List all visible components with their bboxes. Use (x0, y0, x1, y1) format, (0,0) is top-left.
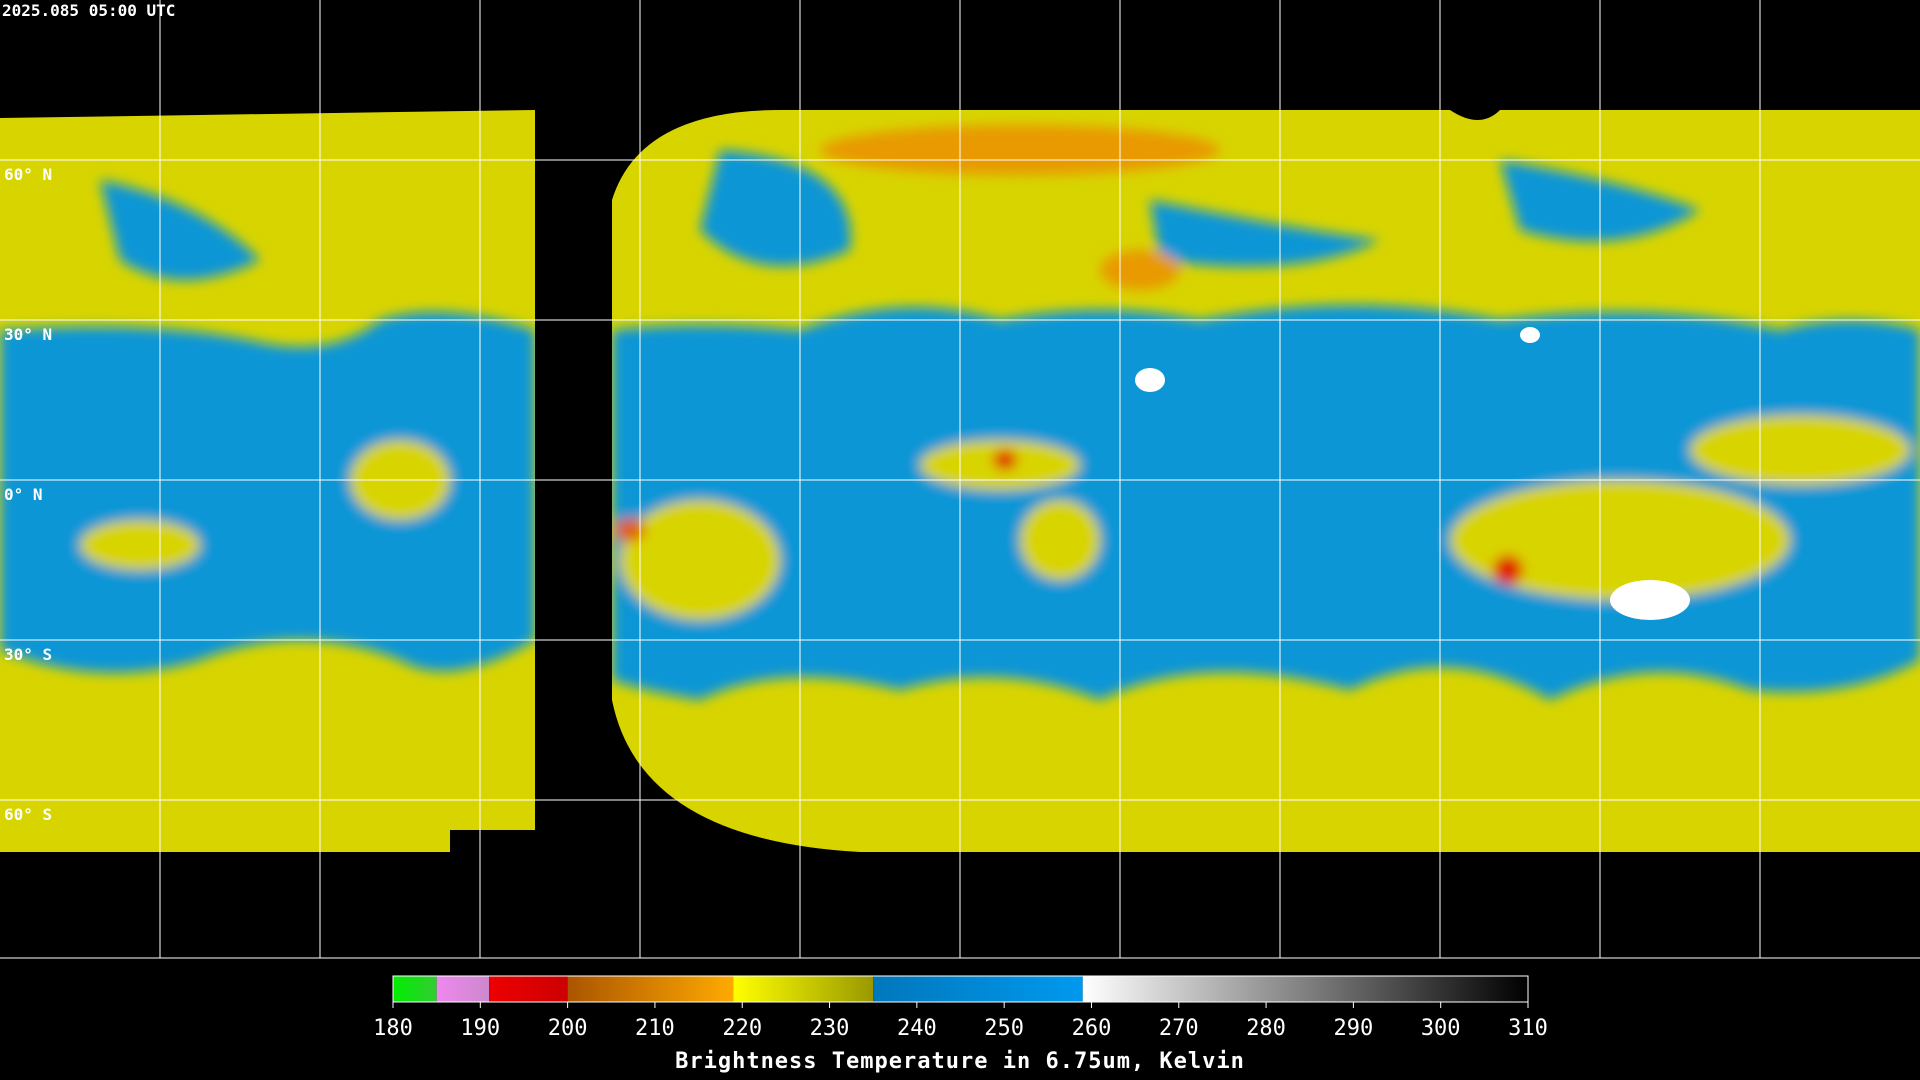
colorbar-segment (733, 976, 874, 1002)
cold-cloud (820, 125, 1220, 175)
colorbar-segment (489, 976, 568, 1002)
storm (993, 450, 1017, 470)
cold-cloud (1100, 250, 1180, 290)
colorbar-tick-label: 250 (984, 1016, 1024, 1041)
warm-spot (1610, 580, 1690, 620)
cloud (1450, 480, 1790, 600)
colorbar-tick-label: 310 (1508, 1016, 1548, 1041)
dry-patch (1150, 200, 1380, 267)
timestamp: 2025.085 05:00 UTC (2, 1, 175, 20)
colorbar-tick-label: 190 (460, 1016, 500, 1041)
cloud (1690, 415, 1910, 485)
colorbar-tick-label: 270 (1159, 1016, 1199, 1041)
colorbar-segment (567, 976, 734, 1002)
colorbar-tick-label: 290 (1334, 1016, 1374, 1041)
colorbar-tick-label: 210 (635, 1016, 675, 1041)
lat-label: 60° S (4, 805, 52, 824)
warm-spot (1135, 368, 1165, 392)
graticule (0, 0, 1920, 959)
colorbar-segment (1082, 976, 1528, 1002)
colorbar-tick-label: 280 (1246, 1016, 1286, 1041)
dry-band-west (0, 312, 535, 673)
colorbar-tick-label: 220 (722, 1016, 762, 1041)
colorbar: 180 190 200 210 220 230 240 250 260 270 280 290 300 3… (373, 975, 1548, 1041)
lat-label: 0° N (4, 485, 43, 504)
lat-label: 30° N (4, 325, 52, 344)
colorbar-tick-label: 230 (810, 1016, 850, 1041)
satellite-image (0, 110, 1920, 852)
warm-spot (1520, 327, 1540, 343)
lat-label: 60° N (4, 165, 52, 184)
colorbar-tick-label: 200 (548, 1016, 588, 1041)
cyclone (1493, 555, 1523, 585)
colorbar-segment (436, 976, 490, 1002)
cloud (80, 520, 200, 570)
colorbar-frame (392, 975, 1529, 1003)
colorbar-tick-label: 180 (373, 1016, 413, 1041)
colorbar-label: Brightness Temperature in 6.75um, Kelvin (675, 1049, 1245, 1074)
lat-labels: 60° N 30° N 0° N 30° S 60° S (4, 165, 52, 824)
colorbar-segment (873, 976, 1083, 1002)
dry-patch (700, 150, 851, 266)
colorbar-tick-label: 260 (1072, 1016, 1112, 1041)
cloud (1020, 500, 1100, 580)
cloud (620, 500, 780, 620)
dry-patch (100, 180, 260, 280)
colorbar-tick-label: 300 (1421, 1016, 1461, 1041)
dry-band-east (612, 305, 1920, 700)
storm (615, 518, 645, 542)
lat-label: 30° S (4, 645, 52, 664)
colorbar-segment (393, 976, 437, 1002)
colorbar-tick-label: 240 (897, 1016, 937, 1041)
